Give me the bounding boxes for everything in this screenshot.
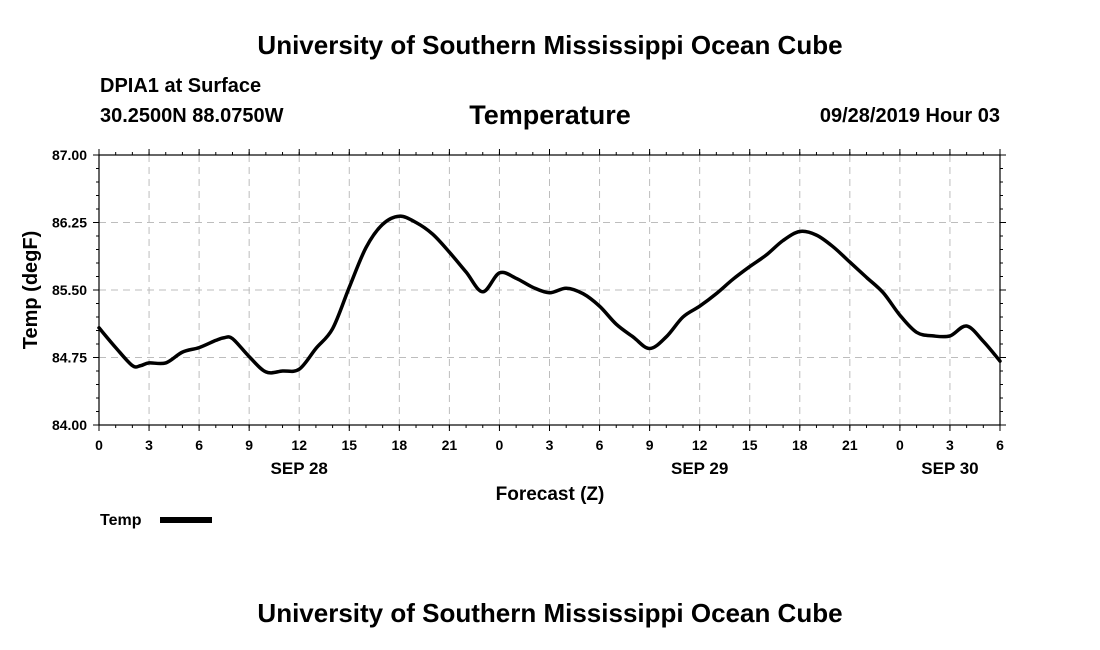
x-tick-label: 18 <box>392 437 408 453</box>
x-tick-label: 0 <box>496 437 504 453</box>
chart-title-top: University of Southern Mississippi Ocean… <box>257 30 843 60</box>
x-tick-label: 12 <box>291 437 307 453</box>
temp-series-line <box>97 214 1002 375</box>
plot-frame <box>98 154 1001 426</box>
x-tick-label: 6 <box>996 437 1004 453</box>
x-tick-label: 21 <box>842 437 858 453</box>
forecast-datetime: 09/28/2019 Hour 03 <box>819 105 1000 127</box>
y-axis-title: Temp (degF) <box>20 231 42 350</box>
x-tick-label: 15 <box>341 437 357 453</box>
y-tick-label: 86.25 <box>52 215 87 231</box>
y-tick-label: 84.75 <box>52 350 87 366</box>
series-layer <box>97 214 1002 375</box>
day-label: SEP 28 <box>271 459 328 478</box>
x-tick-label: 12 <box>692 437 708 453</box>
variable-title: Temperature <box>469 100 631 130</box>
x-tick-label: 18 <box>792 437 808 453</box>
day-label: SEP 29 <box>671 459 728 478</box>
x-tick-label: 15 <box>742 437 758 453</box>
x-tick-label: 0 <box>896 437 904 453</box>
station-coordinates: 30.2500N 88.0750W <box>100 105 284 127</box>
station-name: DPIA1 at Surface <box>100 75 262 97</box>
y-tick-label: 84.00 <box>52 417 87 433</box>
axis-labels: 84.00 84.75 85.50 86.25 87.00 0 3 6 9 12 15 18 21 0 3 6… <box>52 147 1004 478</box>
x-tick-label: 6 <box>596 437 604 453</box>
x-tick-label: 9 <box>245 437 253 453</box>
legend-label: Temp <box>100 512 142 529</box>
grid-lines <box>99 155 1000 425</box>
x-tick-label: 9 <box>646 437 654 453</box>
x-tick-label: 3 <box>546 437 554 453</box>
x-tick-label: 3 <box>145 437 153 453</box>
x-tick-label: 21 <box>442 437 458 453</box>
x-tick-label: 0 <box>95 437 103 453</box>
chart-title-bottom: University of Southern Mississippi Ocean… <box>257 598 843 628</box>
y-tick-label: 85.50 <box>52 282 87 298</box>
day-label: SEP 30 <box>921 459 978 478</box>
x-tick-label: 3 <box>946 437 954 453</box>
x-axis-title: Forecast (Z) <box>496 484 605 505</box>
x-tick-label: 6 <box>195 437 203 453</box>
y-tick-label: 87.00 <box>52 147 87 163</box>
